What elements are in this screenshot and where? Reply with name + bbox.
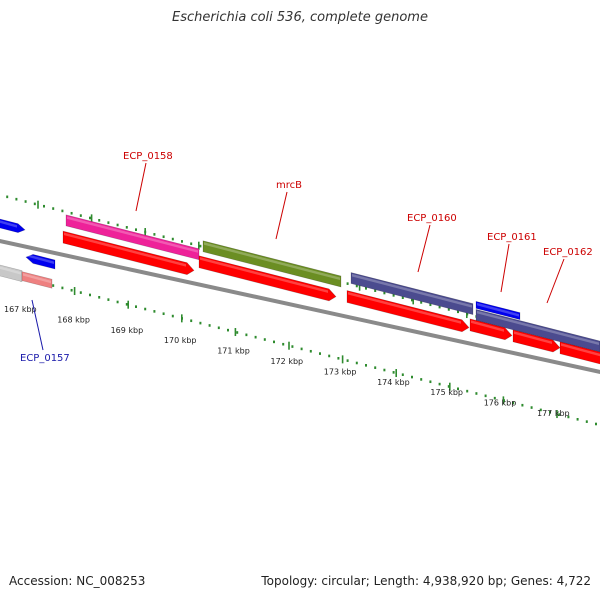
gene-leader-line — [275, 191, 288, 240]
gene-label-ECP_0158: ECP_0158 — [123, 151, 173, 162]
gene-label-ECP_0160: ECP_0160 — [407, 213, 457, 224]
cds-ECP_0161-bar — [469, 318, 513, 341]
cds-ECP_0162-bar — [512, 329, 561, 353]
gene-label-group: ECP_0157 ECP_0158 mrcB ECP_0160 ECP_0161 ECP_… — [20, 151, 593, 364]
gene-leader-line — [417, 224, 431, 273]
gene-leader-line — [135, 162, 147, 212]
gene-ECP_0157-strand-bar-highlight — [27, 254, 54, 265]
gene-ECP_0157-bar — [0, 218, 26, 233]
map-title: Escherichia coli 536, complete genome — [172, 10, 428, 25]
gene-mrcB-bar — [202, 240, 342, 288]
cds-grey-bar-highlight — [0, 266, 21, 275]
tick-label: 167 kbp — [4, 305, 37, 314]
gene-leader-line — [546, 258, 565, 304]
gene-leader-line — [500, 243, 510, 293]
tick-label: 168 kbp — [57, 315, 90, 324]
tick-label: 177 kbp — [537, 409, 570, 418]
tick-label: 176 kbp — [484, 399, 517, 408]
cds-salmon-bar-highlight — [23, 273, 51, 284]
gene-ECP_0161-0162-bar — [475, 308, 600, 353]
tick-label: 173 kbp — [324, 367, 357, 376]
gene-ECP_0157-bar-highlight — [0, 220, 17, 228]
tick-label: 171 kbp — [217, 347, 250, 356]
cds-ECP_0158-bar — [62, 230, 195, 276]
cds-next-bar — [559, 341, 600, 365]
gene-label-ECP_0162: ECP_0162 — [543, 247, 593, 258]
gene-ECP_0157-strand-bar — [25, 254, 56, 270]
gene-ECP_0161-bar — [475, 300, 521, 320]
cds-mrcB-bar — [198, 255, 337, 302]
gene-label-mrcB: mrcB — [276, 180, 302, 191]
backbone-line — [0, 239, 600, 374]
genome-summary-text: Topology: circular; Length: 4,938,920 bp… — [261, 574, 591, 588]
gene-ECP_0161-bar-highlight — [477, 302, 519, 317]
gene-ECP_0158-bar-highlight — [67, 216, 198, 253]
gene-mrcB-bar-highlight — [204, 242, 340, 280]
tick-label: 170 kbp — [164, 336, 197, 345]
tick-label: 172 kbp — [271, 357, 304, 366]
accession-text: Accession: NC_008253 — [9, 574, 146, 588]
tick-label: 174 kbp — [377, 378, 410, 387]
cds-salmon-bar — [21, 271, 53, 289]
cds-ECP_0158-bar-highlight — [64, 232, 186, 267]
tick-label: 175 kbp — [430, 388, 463, 397]
cds-ECP_0160-bar-highlight — [348, 291, 461, 324]
gene-ECP_0161-0162-bar-highlight — [477, 310, 599, 345]
cds-grey-bar — [0, 264, 23, 282]
gene-ECP_0160-bar-highlight — [352, 274, 472, 308]
cds-mrcB-bar-highlight — [200, 257, 328, 293]
cds-ECP_0161-bar-highlight — [471, 320, 504, 332]
cds-ECP_0160-bar — [346, 290, 470, 333]
gene-ECP_0160-bar — [350, 272, 474, 316]
gene-leader-line — [31, 299, 44, 351]
gene-label-ECP_0161: ECP_0161 — [487, 232, 537, 243]
feature-track — [0, 214, 600, 365]
cds-next-bar-highlight — [561, 343, 600, 357]
cds-ECP_0162-bar-highlight — [514, 331, 552, 345]
gene-label-ECP_0157: ECP_0157 — [20, 353, 70, 364]
tick-label-group: 167 kbp 168 kbp 169 kbp 170 kbp 171 kbp 172 k… — [4, 305, 570, 418]
tick-label: 169 kbp — [111, 326, 144, 335]
genome-backbone — [0, 239, 600, 374]
